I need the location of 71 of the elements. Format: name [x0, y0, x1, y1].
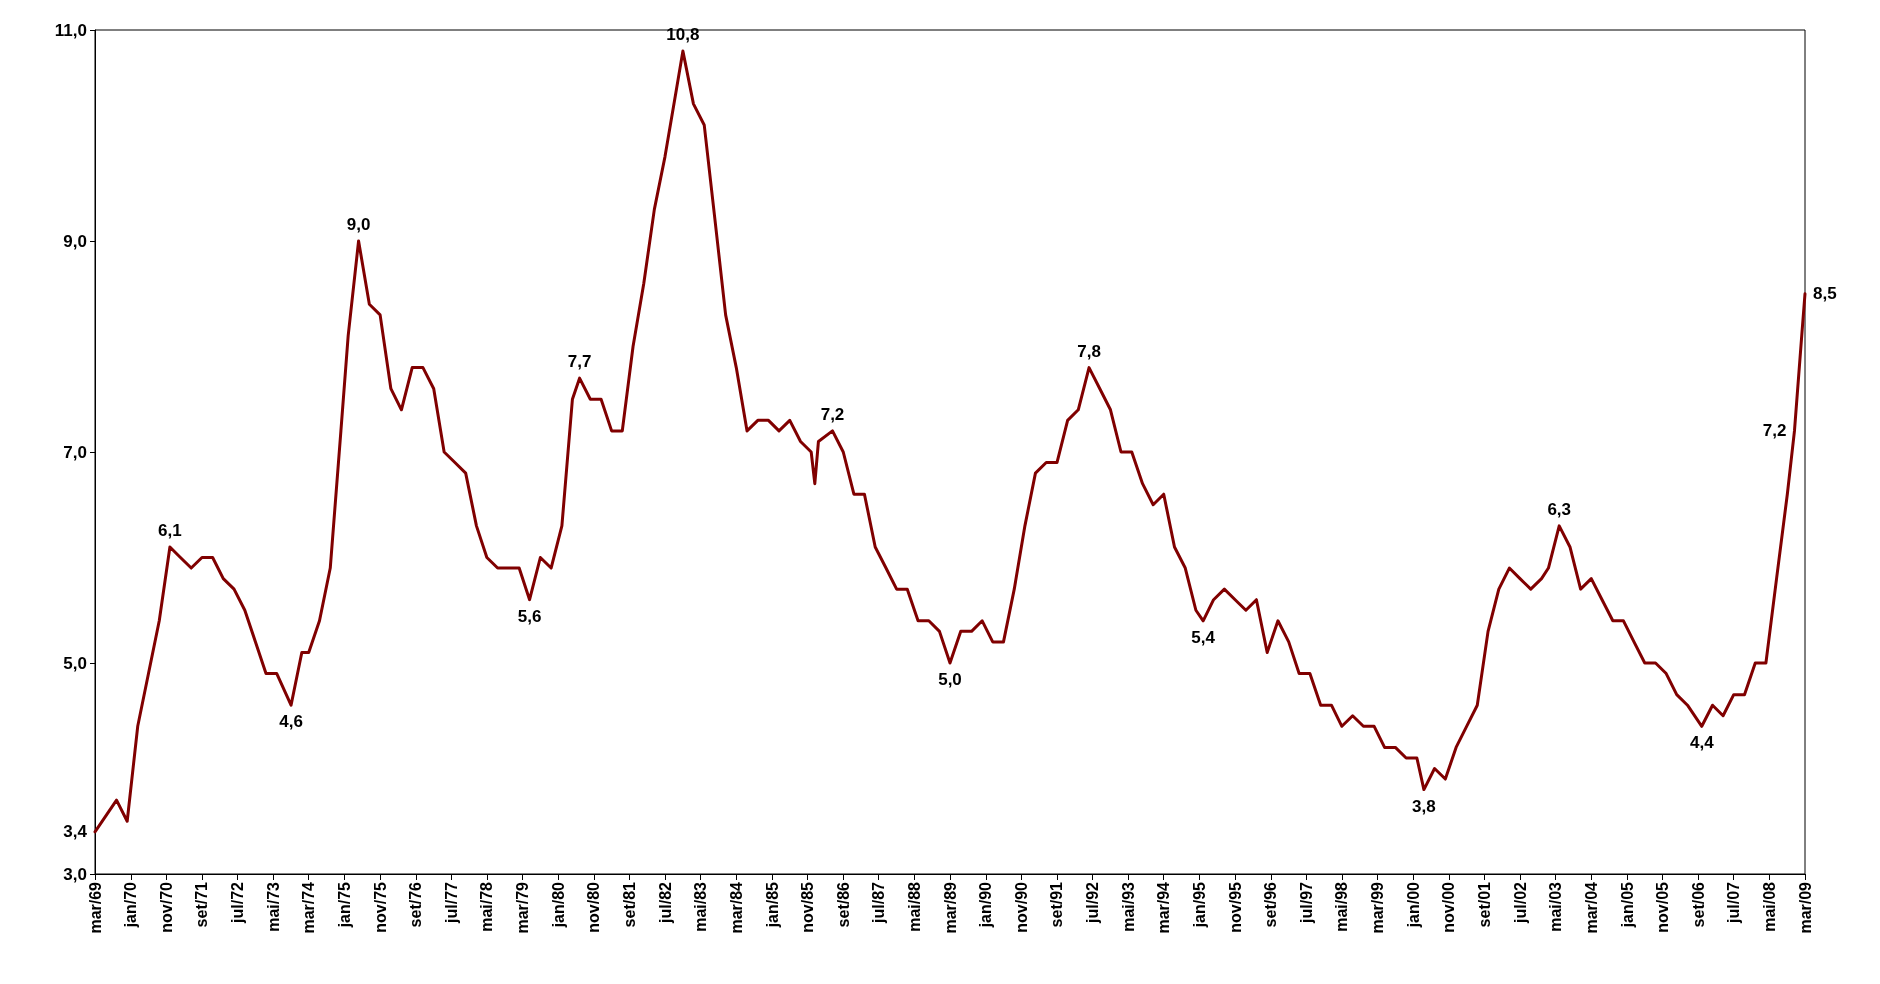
x-tick-label: set/01 — [1476, 881, 1494, 928]
data-label: 6,3 — [1547, 499, 1572, 519]
y-tick-label: 9,0 — [63, 231, 87, 251]
x-tick-label: set/76 — [407, 881, 425, 928]
data-label: 4,6 — [279, 712, 303, 732]
x-tick-label: nov/05 — [1654, 881, 1672, 933]
y-tick-label: 5,0 — [63, 653, 87, 673]
x-tick-label: jan/75 — [336, 881, 354, 929]
data-label: 6,1 — [158, 520, 182, 540]
x-tick-label: nov/85 — [799, 881, 817, 933]
x-tick-label: nov/80 — [585, 881, 603, 933]
x-tick-label: mar/84 — [727, 881, 745, 934]
x-tick-label: set/71 — [193, 881, 211, 928]
x-tick-label: set/91 — [1048, 881, 1066, 928]
x-tick-label: mai/93 — [1119, 881, 1137, 932]
x-tick-label: mai/03 — [1547, 881, 1565, 932]
data-label: 7,8 — [1077, 341, 1101, 361]
x-tick-label: jan/85 — [763, 881, 781, 929]
x-tick-label: mar/79 — [513, 881, 531, 934]
x-tick-label: nov/90 — [1012, 881, 1030, 933]
data-label: 3,8 — [1412, 796, 1436, 816]
data-label: 8,5 — [1813, 284, 1837, 304]
x-tick-label: mar/89 — [941, 881, 959, 934]
x-tick-label: set/96 — [1262, 881, 1280, 928]
x-tick-label: jan/95 — [1191, 881, 1209, 929]
x-tick-label: nov/95 — [1226, 881, 1244, 933]
x-tick-label: mar/99 — [1368, 881, 1386, 934]
data-label: 5,6 — [517, 606, 542, 626]
x-tick-label: set/06 — [1689, 881, 1707, 928]
x-tick-label: mar/09 — [1796, 881, 1814, 934]
data-label: 7,7 — [567, 352, 592, 372]
data-label: 10,8 — [666, 25, 700, 45]
x-tick-label: jan/05 — [1618, 881, 1636, 929]
x-tick-label: jan/90 — [977, 881, 995, 929]
data-label: 7,2 — [820, 404, 845, 424]
x-tick-label: nov/70 — [157, 881, 175, 933]
y-tick-label: 7,0 — [63, 442, 87, 462]
x-tick-label: jul/02 — [1511, 881, 1529, 924]
data-label: 5,0 — [938, 670, 962, 689]
x-tick-label: set/81 — [621, 881, 639, 928]
x-tick-label: mar/94 — [1155, 881, 1173, 934]
x-tick-label: mai/83 — [692, 881, 710, 932]
x-tick-label: set/86 — [834, 881, 852, 928]
x-tick-label: mai/73 — [264, 881, 282, 932]
data-label: 7,2 — [1762, 421, 1787, 441]
x-tick-label: nov/75 — [371, 881, 389, 933]
y-tick-label: 11,0 — [54, 20, 87, 40]
y-tick-label: 3,0 — [63, 864, 87, 884]
x-tick-label: jan/70 — [122, 881, 140, 929]
x-tick-label: jul/77 — [442, 881, 460, 924]
x-tick-label: jul/82 — [656, 881, 674, 924]
x-tick-label: mar/74 — [300, 881, 318, 934]
x-tick-label: nov/00 — [1440, 881, 1458, 933]
x-tick-label: mai/98 — [1333, 881, 1351, 932]
x-tick-label: jul/92 — [1084, 881, 1102, 924]
x-tick-label: mar/04 — [1582, 881, 1600, 934]
data-label: 9,0 — [346, 215, 371, 234]
line-series — [93, 49, 1807, 834]
x-tick-label: mai/78 — [478, 881, 496, 932]
x-tick-label: mai/08 — [1760, 881, 1778, 932]
data-label: 4,4 — [1689, 733, 1715, 753]
x-tick-label: jan/80 — [549, 881, 567, 929]
data-label: 3,4 — [63, 822, 88, 842]
x-tick-label: jul/87 — [870, 881, 888, 924]
x-tick-label: jan/00 — [1404, 881, 1422, 929]
x-tick-label: jul/97 — [1297, 881, 1315, 924]
x-tick-label: mar/69 — [86, 881, 104, 934]
x-tick-label: jul/72 — [229, 881, 247, 924]
x-tick-label: jul/07 — [1725, 881, 1743, 924]
x-tick-label: mai/88 — [905, 881, 923, 932]
data-label: 5,4 — [1191, 627, 1216, 647]
